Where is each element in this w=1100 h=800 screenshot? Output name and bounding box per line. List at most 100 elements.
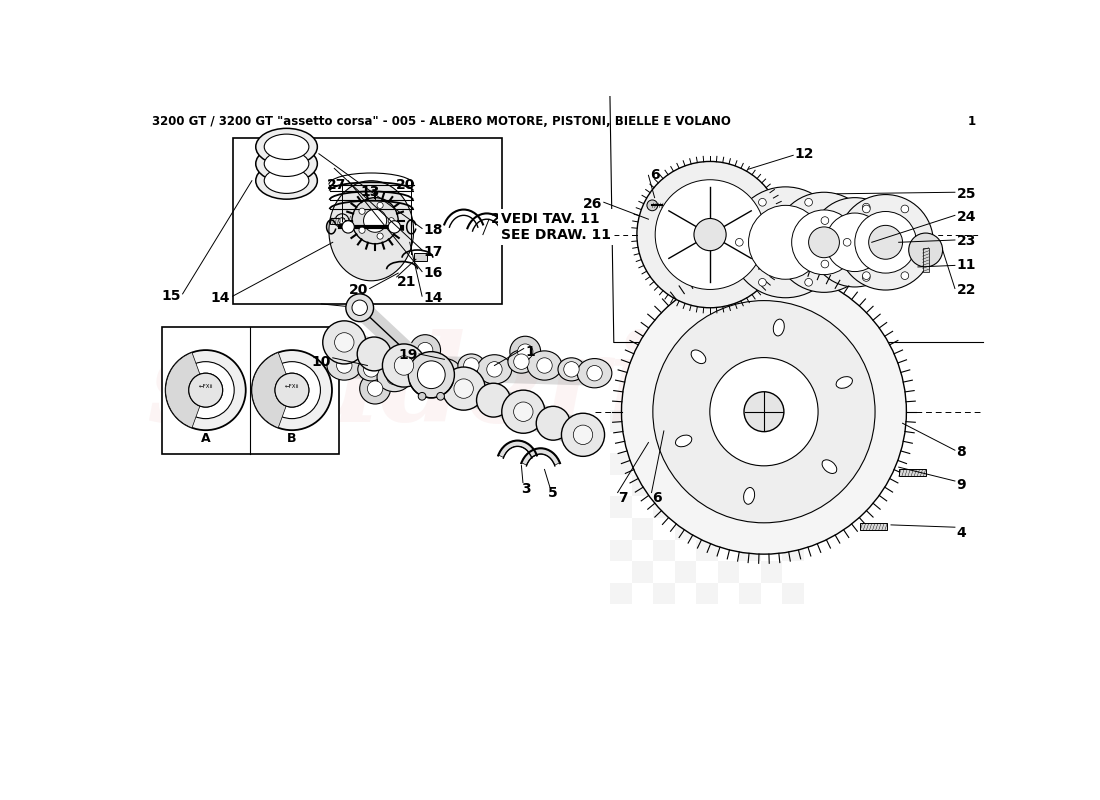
Ellipse shape [255,128,318,166]
Bar [739,539,761,561]
Circle shape [828,238,836,246]
Ellipse shape [508,350,535,373]
Ellipse shape [255,146,318,182]
Circle shape [414,362,429,377]
Circle shape [694,218,726,250]
Text: scuderia: scuderia [147,330,734,448]
Text: VEDI TAV. 11
SEE DRAW. 11: VEDI TAV. 11 SEE DRAW. 11 [500,212,610,242]
Circle shape [377,233,383,239]
Text: 5: 5 [548,486,558,499]
Text: 3: 3 [521,482,531,496]
Circle shape [189,373,222,407]
Circle shape [748,206,823,279]
Bar [653,582,674,604]
Circle shape [460,374,491,406]
Bar [717,518,739,539]
Circle shape [869,226,902,259]
Bar [609,539,631,561]
Text: 25: 25 [957,186,976,201]
Circle shape [408,352,454,398]
Circle shape [573,425,593,445]
Circle shape [367,381,383,396]
Circle shape [517,344,534,359]
Text: 13: 13 [360,185,379,198]
Text: 17: 17 [424,245,443,258]
Circle shape [252,350,332,430]
Ellipse shape [773,319,784,336]
Circle shape [825,213,884,271]
Ellipse shape [408,358,435,381]
Text: 8: 8 [957,445,966,458]
Circle shape [736,238,744,246]
Circle shape [360,373,390,404]
Circle shape [810,198,900,287]
Circle shape [275,373,309,407]
Text: 6: 6 [650,168,660,182]
Text: ←FXii: ←FXii [285,384,299,389]
Circle shape [166,350,245,430]
Circle shape [383,344,426,387]
Bar [609,410,631,432]
Circle shape [621,270,906,554]
Bar [674,518,696,539]
Ellipse shape [836,377,852,388]
Bar [162,327,339,454]
Circle shape [334,333,354,352]
Text: 22: 22 [957,283,976,297]
Circle shape [792,210,856,274]
Circle shape [586,366,603,381]
Bar [631,432,653,454]
Circle shape [637,162,783,308]
Bar [674,475,696,496]
Ellipse shape [675,435,692,446]
Circle shape [177,362,234,418]
Circle shape [888,238,895,246]
Ellipse shape [427,358,462,388]
Bar [696,582,717,604]
Bar [609,496,631,518]
Bar [761,432,782,454]
Text: 1: 1 [968,115,976,128]
Circle shape [537,358,552,373]
Text: 2: 2 [491,212,501,226]
Circle shape [437,393,444,400]
Ellipse shape [477,354,512,384]
Ellipse shape [744,487,755,504]
Circle shape [561,414,605,456]
Circle shape [322,321,366,364]
Text: 15: 15 [162,289,182,303]
Circle shape [363,362,378,377]
Text: 19: 19 [398,349,418,362]
Text: 12: 12 [794,146,814,161]
Text: 6: 6 [652,491,662,505]
Circle shape [652,301,876,523]
Circle shape [264,362,320,418]
Circle shape [805,198,813,206]
Circle shape [336,214,349,228]
Bar [609,582,631,604]
Bar [696,454,717,475]
Circle shape [476,383,510,417]
Text: 23: 23 [957,234,976,248]
Ellipse shape [458,354,485,377]
Bar [860,523,888,530]
Circle shape [486,362,502,377]
Bar [717,561,739,582]
Circle shape [901,205,909,213]
Circle shape [774,192,875,292]
Bar [696,410,717,432]
Text: 26: 26 [583,197,603,211]
Text: 16: 16 [424,266,443,280]
Circle shape [418,361,446,389]
Text: 10: 10 [311,354,331,369]
Text: 7: 7 [618,491,627,505]
Circle shape [808,227,839,258]
Circle shape [468,382,483,398]
Bar [233,138,502,304]
Circle shape [418,342,433,358]
Circle shape [337,358,352,373]
Ellipse shape [264,151,309,177]
Text: 27: 27 [327,178,346,192]
Circle shape [189,373,222,407]
Circle shape [352,198,398,244]
